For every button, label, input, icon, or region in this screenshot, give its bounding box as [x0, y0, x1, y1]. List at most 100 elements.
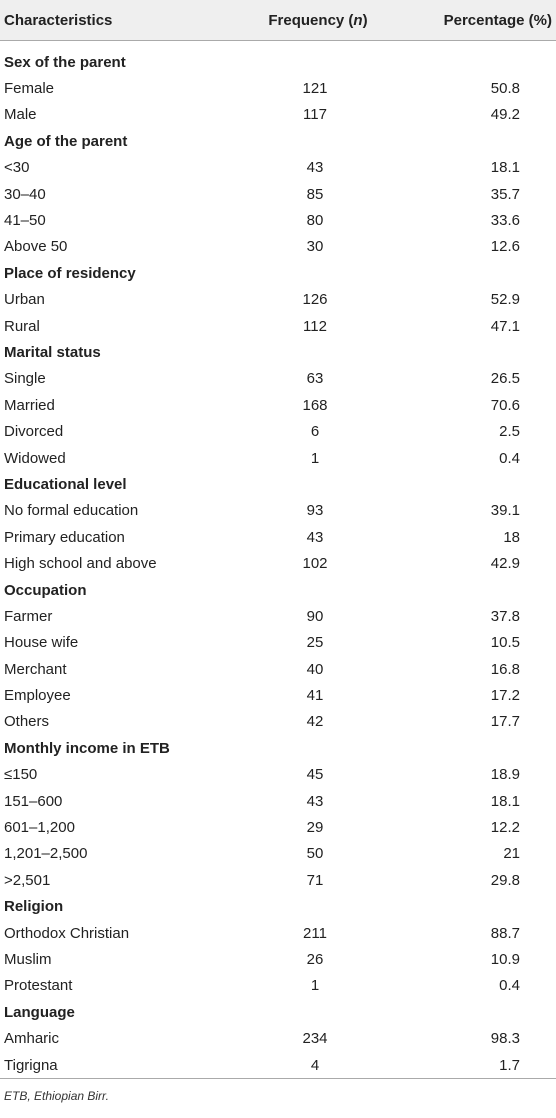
row-characteristic: Urban: [4, 291, 45, 309]
row-frequency: 40: [306, 660, 324, 678]
row-percentage: 17.2: [490, 687, 520, 705]
table-header: Characteristics Frequency (n) Percentage…: [0, 0, 556, 41]
table-row: Primary education 43 18: [0, 524, 556, 550]
row-frequency: 43: [306, 159, 324, 177]
table-row: Widowed 1 0.4: [0, 445, 556, 471]
row-characteristic: Single: [4, 370, 46, 388]
table-row: Merchant 40 16.8: [0, 656, 556, 682]
row-percentage: 39.1: [490, 502, 520, 520]
section-header-row: Age of the parent: [0, 128, 556, 154]
row-characteristic: Muslim: [4, 950, 52, 968]
row-percentage: 12.6: [490, 238, 520, 256]
row-frequency: 43: [306, 528, 324, 546]
row-characteristic: Orthodox Christian: [4, 924, 130, 942]
row-frequency: 26: [306, 950, 324, 968]
section-header-row: Religion: [0, 894, 556, 920]
section-title: Marital status: [4, 343, 101, 361]
row-frequency: 71: [306, 871, 324, 889]
row-percentage: 52.9: [490, 291, 520, 309]
section-title: Place of residency: [4, 264, 136, 282]
row-percentage: 88.7: [490, 924, 520, 942]
row-percentage: 70.6: [490, 396, 520, 414]
row-characteristic: Primary education: [4, 528, 125, 546]
table-row: No formal education 93 39.1: [0, 498, 556, 524]
row-percentage: 12.2: [490, 819, 520, 837]
table-row: Married 168 70.6: [0, 392, 556, 418]
row-percentage: 42.9: [490, 555, 520, 573]
row-characteristic: 41–50: [4, 212, 46, 230]
row-frequency: 121: [302, 80, 328, 98]
table-row: Single 63 26.5: [0, 366, 556, 392]
row-characteristic: Others: [4, 713, 50, 731]
row-frequency: 6: [310, 423, 320, 441]
section-title: Language: [4, 1003, 75, 1021]
row-characteristic: Merchant: [4, 660, 67, 678]
row-frequency: 50: [306, 845, 324, 863]
row-percentage: 10.5: [490, 634, 520, 652]
row-frequency: 80: [306, 212, 324, 230]
row-percentage: 47.1: [490, 317, 520, 335]
row-frequency: 41: [306, 687, 324, 705]
table-row: 30–40 85 35.7: [0, 181, 556, 207]
row-frequency: 43: [306, 792, 324, 810]
table-row: 601–1,200 29 12.2: [0, 814, 556, 840]
row-frequency: 29: [306, 819, 324, 837]
row-percentage: 29.8: [490, 871, 520, 889]
row-characteristic: No formal education: [4, 502, 139, 520]
row-frequency: 112: [303, 317, 327, 335]
table-row: Tigrigna 4 1.7: [0, 1052, 556, 1078]
header-frequency-label: Frequency (: [268, 11, 354, 29]
row-percentage: 49.2: [490, 106, 520, 124]
row-characteristic: Widowed: [4, 449, 66, 467]
table-row: Male 117 49.2: [0, 102, 556, 128]
row-characteristic: Amharic: [4, 1030, 60, 1048]
table-row: House wife 25 10.5: [0, 630, 556, 656]
row-characteristic: 30–40: [4, 185, 46, 203]
header-characteristics: Characteristics: [0, 0, 230, 41]
row-percentage: 1.7: [499, 1056, 520, 1074]
row-frequency: 234: [302, 1030, 328, 1048]
row-frequency: 90: [306, 607, 324, 625]
table-row: Urban 126 52.9: [0, 287, 556, 313]
row-percentage: 35.7: [490, 185, 520, 203]
row-frequency: 211: [303, 924, 327, 942]
row-percentage: 18: [503, 528, 520, 546]
section-title: Sex of the parent: [4, 53, 126, 71]
header-frequency-n: n: [353, 11, 363, 29]
table-row: Above 50 30 12.6: [0, 234, 556, 260]
row-characteristic: >2,501: [4, 871, 51, 889]
row-characteristic: Divorced: [4, 423, 64, 441]
row-percentage: 50.8: [490, 80, 520, 98]
row-characteristic: 1,201–2,500: [4, 845, 88, 863]
row-frequency: 42: [306, 713, 324, 731]
row-frequency: 93: [306, 502, 324, 520]
section-title: Age of the parent: [4, 132, 128, 150]
row-frequency: 117: [303, 106, 327, 124]
row-characteristic: Employee: [4, 687, 71, 705]
header-frequency: Frequency (n): [230, 0, 400, 41]
top-spacer-row: [0, 41, 556, 50]
row-percentage: 17.7: [490, 713, 520, 731]
header-frequency-close: ): [362, 11, 368, 29]
table-row: 1,201–2,500 50 21: [0, 841, 556, 867]
row-frequency: 1: [310, 449, 320, 467]
table-row: 151–600 43 18.1: [0, 788, 556, 814]
table-row: ≤150 45 18.9: [0, 762, 556, 788]
section-header-row: Language: [0, 999, 556, 1025]
row-percentage: 0.4: [499, 977, 520, 995]
section-title: Religion: [4, 898, 64, 916]
section-header-row: Marital status: [0, 339, 556, 365]
row-percentage: 98.3: [490, 1030, 520, 1048]
row-frequency: 102: [302, 555, 328, 573]
table-row: 41–50 80 33.6: [0, 207, 556, 233]
row-characteristic: Rural: [4, 317, 40, 335]
row-characteristic: Protestant: [4, 977, 73, 995]
row-characteristic: Above 50: [4, 238, 68, 256]
table-row: Farmer 90 37.8: [0, 603, 556, 629]
row-percentage: 21: [503, 845, 520, 863]
table-row: Protestant 1 0.4: [0, 973, 556, 999]
row-percentage: 0.4: [499, 449, 520, 467]
header-percentage: Percentage (%): [400, 0, 556, 41]
row-frequency: 30: [306, 238, 324, 256]
